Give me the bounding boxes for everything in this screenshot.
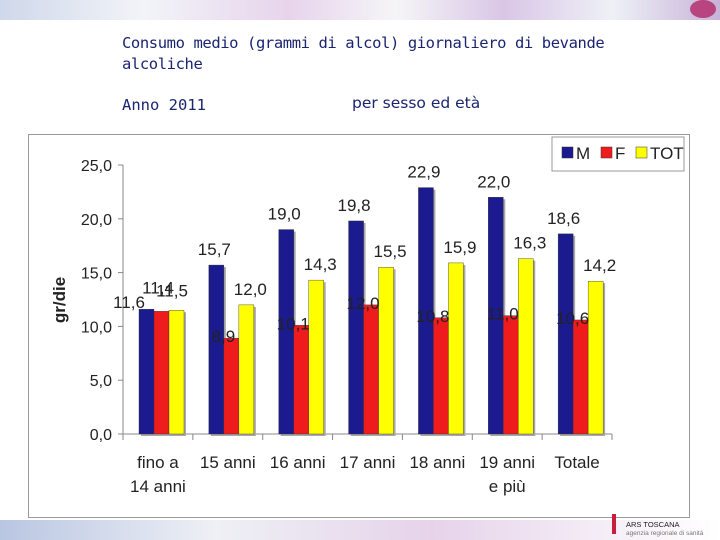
data-label-M: 18,6: [547, 209, 580, 228]
bar-TOT: [238, 304, 255, 435]
legend-swatch-TOT: [635, 146, 648, 159]
bar-M: [557, 233, 574, 435]
bar-F: [572, 319, 589, 435]
data-label-F: 10,8: [416, 307, 449, 326]
data-label-TOT: 16,3: [513, 234, 546, 253]
x-tick-label: 17 anni: [340, 453, 396, 472]
y-tick-label: 5,0: [90, 373, 112, 390]
y-tick-label: 25,0: [81, 158, 112, 175]
x-tick-label: 14 anni: [130, 477, 186, 496]
data-label-F: 11,0: [487, 305, 519, 324]
logo-mark: [612, 514, 616, 534]
x-tick-label: fino a: [137, 453, 179, 472]
legend-label-M: M: [576, 144, 590, 163]
banner-decoration: [690, 0, 716, 18]
data-label-TOT: 11,5: [156, 281, 188, 300]
data-label-TOT: 14,3: [304, 255, 337, 274]
y-tick-label: 10,0: [81, 319, 112, 336]
bar-M: [208, 264, 225, 435]
legend-box: [551, 136, 685, 172]
data-label-M: 11,6: [113, 293, 145, 312]
bottom-banner: [0, 520, 720, 540]
bar-F: [293, 325, 309, 435]
data-label-F: 11,4: [142, 278, 174, 297]
bar-F: [363, 304, 379, 435]
data-label-TOT: 15,5: [374, 242, 407, 261]
data-label-M: 19,0: [268, 205, 301, 224]
data-label-F: 12,0: [347, 294, 380, 313]
y-tick-label: 20,0: [81, 212, 112, 229]
data-label-M: 22,9: [407, 163, 440, 182]
data-label-M: 19,8: [338, 196, 371, 215]
year-label: Anno 2011: [122, 96, 206, 114]
y-tick-label: 15,0: [81, 266, 112, 283]
x-tick-label: 18 anni: [409, 453, 465, 472]
bar-F: [503, 315, 519, 435]
page-title: Consumo medio (grammi di alcol) giornali…: [122, 34, 605, 73]
logo-name: ARS TOSCANA: [626, 520, 680, 529]
x-tick-label: e più: [489, 477, 526, 496]
data-label-TOT: 15,9: [443, 238, 476, 257]
y-tick-label: 0,0: [90, 427, 112, 444]
bar-M: [348, 220, 364, 435]
bar-TOT: [448, 262, 464, 435]
x-tick-label: 16 anni: [270, 453, 326, 472]
legend-label-TOT: TOT: [650, 144, 684, 163]
bar-TOT: [378, 267, 394, 435]
data-label-M: 22,0: [477, 172, 510, 191]
data-label-F: 10,6: [556, 309, 589, 328]
x-tick-label: Totale: [554, 453, 599, 472]
bar-TOT: [168, 310, 185, 435]
x-tick-label: 15 anni: [200, 453, 256, 472]
data-label-TOT: 12,0: [234, 280, 267, 299]
data-label-F: 8,9: [212, 327, 236, 346]
data-label-TOT: 14,2: [583, 256, 616, 275]
legend-swatch-F: [600, 146, 613, 159]
bar-M: [138, 308, 155, 435]
logo-tagline: agenzia regionale di sanità: [626, 530, 704, 537]
bar-TOT: [308, 279, 324, 435]
bar-M: [418, 187, 434, 435]
top-banner: [0, 0, 720, 20]
bar-TOT: [518, 258, 534, 435]
data-label-F: 10,1: [277, 314, 310, 333]
legend-swatch-M: [561, 146, 574, 159]
subtitle: per sesso ed età: [352, 94, 481, 112]
bar-F: [223, 338, 240, 435]
bar-TOT: [587, 281, 604, 435]
bar-F: [153, 311, 170, 435]
x-tick-label: 19 anni: [479, 453, 535, 472]
bar-F: [433, 317, 449, 435]
legend-label-F: F: [615, 144, 625, 163]
data-label-M: 15,7: [198, 240, 231, 259]
y-axis-title: gr/die: [50, 277, 69, 323]
